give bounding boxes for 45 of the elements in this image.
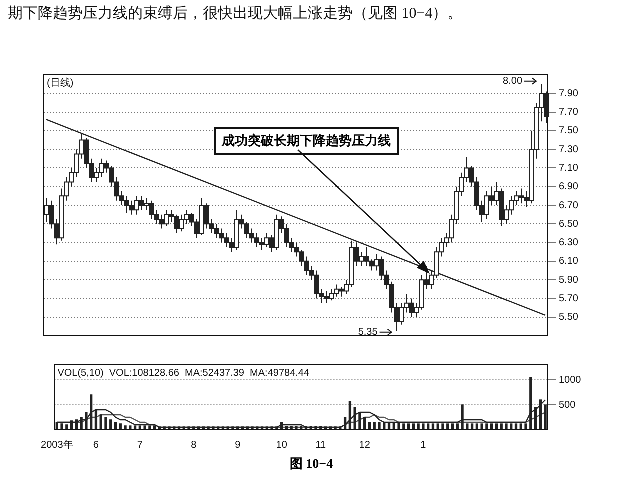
y-tick-label: 6.10 <box>559 256 579 268</box>
y-tick-label: 7.70 <box>559 107 579 118</box>
bar <box>100 414 102 430</box>
annotation: 5.35 <box>358 327 378 338</box>
y-tick-label: 5.70 <box>559 293 579 304</box>
bar <box>476 424 479 430</box>
y-tick-label: 500 <box>559 400 576 411</box>
y-tick-label: 1000 <box>559 374 582 386</box>
y-tick-label: 6.90 <box>559 182 579 193</box>
bar <box>466 424 469 430</box>
y-tick-label: 7.30 <box>559 144 579 156</box>
bar <box>119 424 122 430</box>
x-tick-label: 9 <box>235 440 242 451</box>
bar <box>110 420 112 430</box>
y-tick-label: 5.50 <box>559 312 579 324</box>
chart-subtitle: 期下降趋势压力线的束缚后，很快出现大幅上涨走势（见图 10−4）。 <box>8 4 463 23</box>
x-tick-label: 12 <box>359 440 371 451</box>
bar <box>470 424 474 430</box>
bar <box>368 422 372 430</box>
y-tick-label: 5.90 <box>559 274 579 286</box>
chart-title: (日线) <box>47 76 74 89</box>
bar <box>373 422 376 430</box>
x-tick-label: 1 <box>420 440 427 451</box>
y-tick-label: 6.50 <box>559 218 579 230</box>
bar <box>104 417 108 430</box>
x-tick-label: 6 <box>93 440 100 451</box>
x-tick-label: 11 <box>316 440 327 451</box>
y-tick-label: 7.10 <box>559 162 579 174</box>
bar <box>364 417 366 430</box>
bar <box>114 422 118 430</box>
annotation: 成功突破长期下降趋势压力线 <box>214 127 399 155</box>
x-tick-label: 8 <box>191 440 198 451</box>
x-tick-label: 2003年 <box>41 438 74 451</box>
chart-title: VOL(5,10) VOL:108128.66 MA:52437.39 MA:49784.44 <box>58 368 310 379</box>
annotation: 8.00 <box>503 76 523 88</box>
bar <box>544 404 547 430</box>
y-tick-label: 6.30 <box>559 238 579 249</box>
bar <box>480 424 484 430</box>
y-tick-label: 7.50 <box>559 126 579 137</box>
bar <box>124 426 127 430</box>
x-tick-label: 10 <box>276 440 288 451</box>
y-tick-label: 6.70 <box>559 200 579 212</box>
caption: 图 10−4 <box>288 455 334 473</box>
y-tick-label: 7.90 <box>559 88 579 100</box>
x-tick-label: 7 <box>137 440 144 451</box>
